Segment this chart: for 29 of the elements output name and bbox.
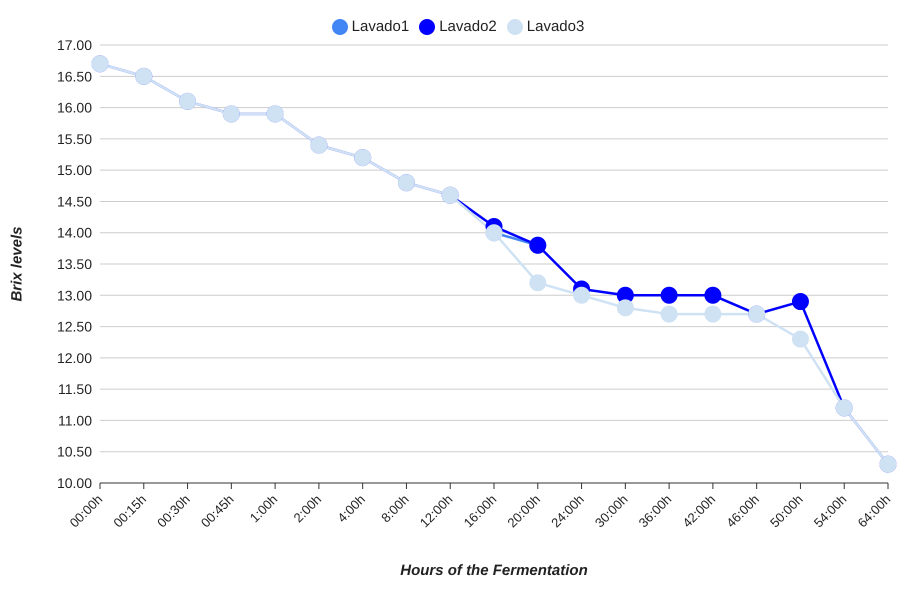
y-tick-label: 12.50	[56, 318, 92, 335]
y-tick-label: 12.00	[56, 350, 92, 366]
point	[792, 293, 809, 310]
y-tick-label: 13.00	[56, 287, 92, 304]
point	[792, 330, 809, 348]
point	[704, 306, 722, 323]
y-tick-label: 11.50	[58, 381, 92, 398]
y-tick-label: 16.50	[56, 68, 92, 84]
y-tick-label: 10.50	[56, 444, 92, 460]
point	[573, 286, 590, 304]
y-tick-label: 15.00	[56, 162, 92, 178]
y-tick-label: 13.50	[56, 256, 92, 272]
point	[529, 274, 546, 292]
legend-label: Lavado1	[352, 18, 410, 35]
y-tick-label: 16.00	[56, 100, 92, 116]
legend-label: Lavado2	[439, 18, 497, 35]
y-tick-label: 17.00	[56, 37, 92, 53]
y-tick-label: 15.50	[56, 130, 92, 147]
y-tick-label: 11.00	[58, 412, 92, 428]
point	[616, 299, 634, 316]
point	[660, 306, 678, 323]
y-tick-label: 10.00	[56, 474, 92, 491]
y-tick-label: 14.50	[56, 193, 92, 210]
x-axis-title: Hours of the Fermentation	[400, 562, 588, 579]
legend-label: Lavado3	[526, 18, 584, 35]
point	[660, 286, 678, 304]
y-axis-title: Brix levels	[8, 226, 26, 302]
y-tick-label: 14.00	[56, 224, 92, 241]
point	[704, 286, 722, 304]
